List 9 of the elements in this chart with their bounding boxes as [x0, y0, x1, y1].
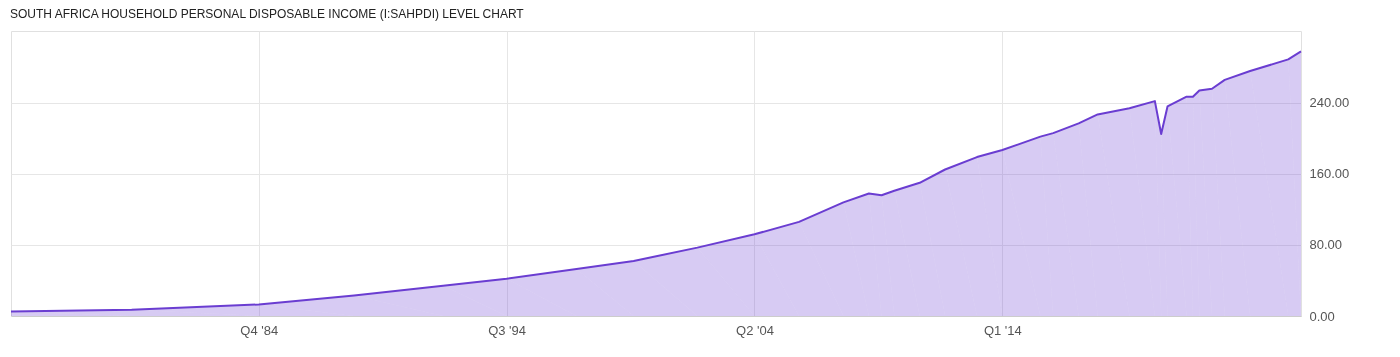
y-tick-label: 80.00 [1309, 237, 1343, 253]
chart-title: SOUTH AFRICA HOUSEHOLD PERSONAL DISPOSABLE INCOME (I:SAHPDI) LEVEL CHART [10, 7, 525, 21]
x-tick-label: Q1 '14 [983, 322, 1022, 338]
x-tick-label: Q3 '94 [488, 322, 527, 338]
y-tick-label: 0.00 [1309, 308, 1335, 324]
y-tick-label: 160.00 [1309, 166, 1350, 182]
x-tick-label: Q2 '04 [736, 322, 774, 338]
x-tick-label: Q4 '84 [240, 322, 279, 338]
y-tick-label: 240.00 [1309, 95, 1350, 111]
